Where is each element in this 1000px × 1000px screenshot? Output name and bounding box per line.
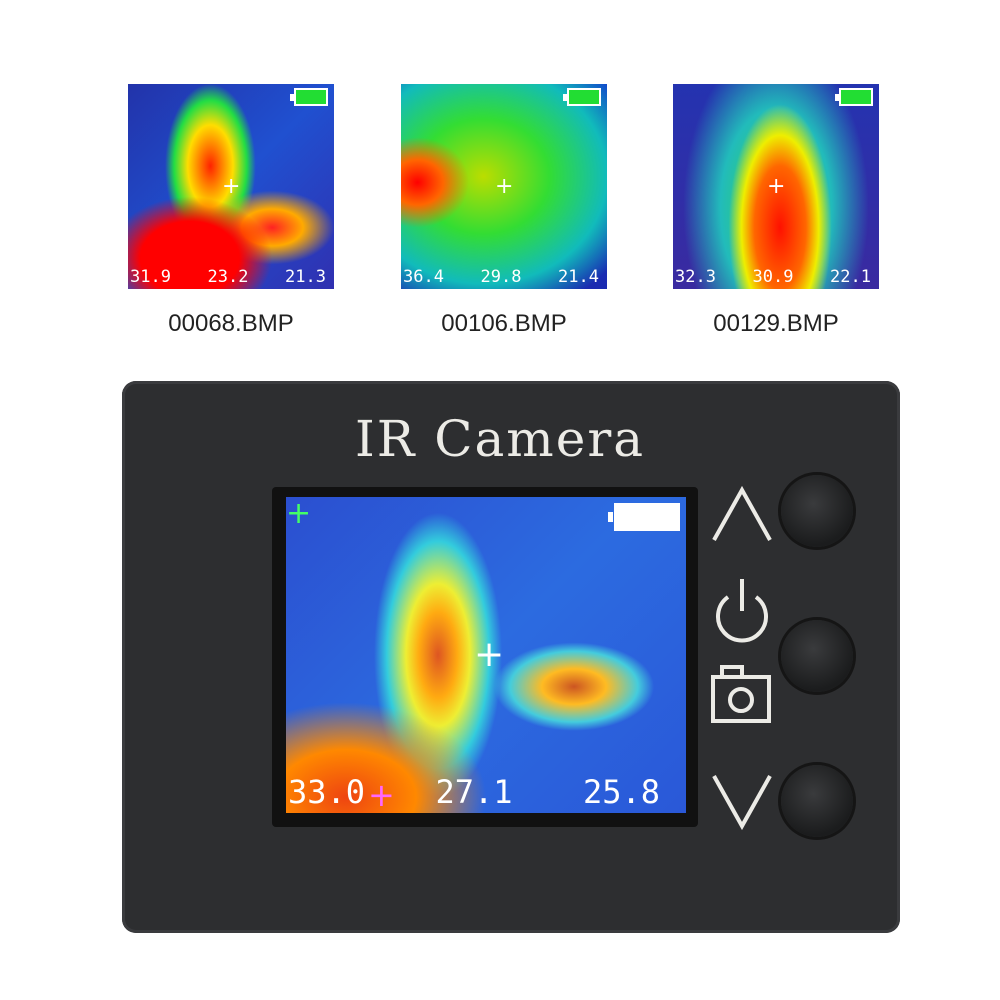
max-temp: 36.4 (403, 267, 444, 287)
crosshair-icon: + (495, 174, 514, 199)
min-temp: 21.4 (558, 267, 599, 287)
center-temp: 29.8 (480, 267, 522, 287)
crosshair-icon: + (767, 174, 786, 199)
up-arrow-icon (712, 485, 772, 541)
center-temp: 27.1 (435, 773, 513, 811)
min-temp: 21.3 (285, 267, 326, 287)
down-button[interactable] (781, 765, 853, 837)
camera-icon (711, 665, 771, 723)
thermal-display: + + + 33.0 27.1 25.8 (286, 497, 686, 813)
power-capture-button[interactable] (781, 620, 853, 692)
min-temp: 25.8 (582, 773, 660, 811)
crosshair-icon: + (286, 497, 312, 531)
device-title: IR Camera (354, 410, 646, 468)
max-temp: 32.3 (675, 267, 716, 287)
thermal-image-thumbnail: + 32.3 30.9 22.1 (673, 84, 879, 289)
battery-icon (290, 88, 328, 106)
max-temp: 33.0 (288, 773, 366, 811)
crosshair-icon: + (222, 174, 241, 199)
thumbnail-filename: 00068.BMP (168, 310, 294, 337)
min-temp: 22.1 (830, 267, 871, 287)
battery-icon (835, 88, 873, 106)
max-temp: 31.9 (130, 267, 171, 287)
down-arrow-icon (712, 775, 772, 831)
thumbnail-filename: 00106.BMP (441, 310, 567, 337)
thermal-image-thumbnail: + 31.9 23.2 21.3 (128, 84, 334, 289)
center-temp: 30.9 (752, 267, 794, 287)
thermal-image-thumbnail: + 36.4 29.8 21.4 (401, 84, 607, 289)
battery-icon (563, 88, 601, 106)
center-temp: 23.2 (207, 267, 249, 287)
crosshair-icon: + (474, 634, 505, 675)
up-button[interactable] (781, 475, 853, 547)
power-icon (716, 579, 768, 643)
battery-icon (608, 503, 680, 531)
crosshair-icon: + (368, 776, 395, 813)
thumbnail-filename: 00129.BMP (713, 310, 839, 337)
